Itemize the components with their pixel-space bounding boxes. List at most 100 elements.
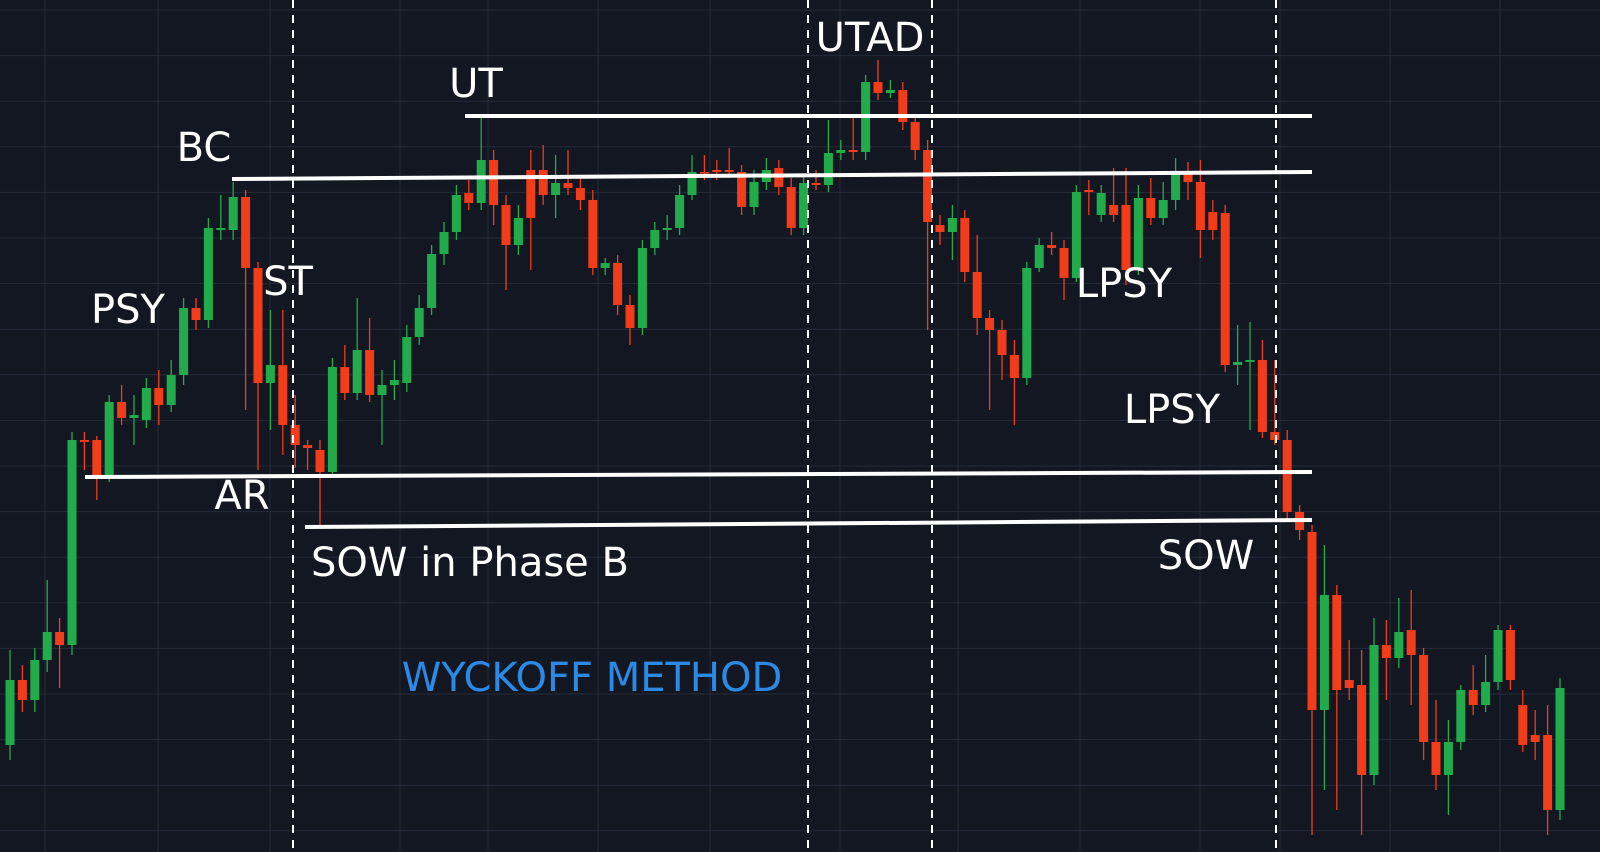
candle-body: [1121, 205, 1131, 270]
candle-body: [1034, 245, 1044, 268]
candle-body: [1047, 245, 1057, 248]
candle-body: [154, 388, 164, 405]
candle-body: [923, 150, 933, 222]
annotation: ST: [263, 259, 313, 305]
annotation: UT: [449, 61, 503, 107]
candle-body: [699, 172, 709, 174]
candle-body: [1195, 182, 1205, 230]
candle-body: [1381, 645, 1391, 658]
candle-body: [1505, 630, 1515, 680]
candle-body: [1468, 690, 1478, 705]
candle-body: [613, 263, 623, 305]
candle-body: [278, 365, 288, 425]
candle-body: [662, 228, 672, 230]
candle-body: [1456, 690, 1466, 742]
annotation: SOW: [1158, 533, 1254, 579]
candle-body: [489, 160, 499, 205]
candle-body: [365, 350, 375, 395]
level-line: [304, 518, 1313, 529]
candle-body: [67, 440, 77, 645]
candle-body: [960, 218, 970, 272]
candle-body: [451, 195, 461, 232]
annotation: PSY: [91, 287, 166, 333]
candle-body: [811, 183, 821, 185]
candle-body: [55, 632, 65, 645]
candle-body: [402, 337, 412, 383]
candle-body: [848, 150, 858, 152]
candle-body: [650, 230, 660, 248]
candle-body: [17, 680, 27, 700]
chart-title: WYCKOFF METHOD: [402, 655, 783, 701]
candle-body: [1022, 268, 1032, 378]
candle-body: [1270, 432, 1280, 440]
candle-body: [303, 445, 313, 448]
candle-body: [538, 170, 548, 195]
level-line: [84, 470, 1313, 479]
candle-body: [997, 330, 1007, 355]
candle-body: [79, 440, 89, 442]
candle-body: [1282, 440, 1292, 512]
candle-body: [551, 183, 561, 195]
candle-body: [985, 318, 995, 330]
candle-body: [1443, 742, 1453, 775]
candle-body: [774, 168, 784, 187]
candle-body: [1481, 682, 1491, 705]
annotation: LPSY: [1124, 387, 1221, 433]
candle-body: [476, 160, 486, 203]
candle-body: [389, 380, 399, 385]
candle-body: [1096, 193, 1106, 215]
annotation: UTAD: [816, 15, 925, 61]
candle-body: [1518, 705, 1528, 745]
candle-body: [1332, 595, 1342, 690]
candle-body: [1307, 532, 1317, 710]
candle-body: [637, 248, 647, 328]
candle-body: [1158, 200, 1168, 218]
candle-body: [203, 228, 213, 320]
candle-body: [526, 170, 536, 218]
candle-body: [724, 170, 734, 172]
candle-body: [1543, 735, 1553, 810]
candle-body: [786, 187, 796, 228]
level-line: [231, 170, 1313, 181]
candle-body: [414, 308, 424, 337]
annotation: SOW in Phase B: [311, 540, 629, 586]
candle-body: [947, 218, 957, 232]
candle-body: [1084, 190, 1094, 192]
candle-body: [265, 365, 275, 383]
candle-body: [1183, 172, 1193, 182]
levels: [84, 0, 1313, 852]
candle-body: [675, 195, 685, 228]
candle-body: [1406, 630, 1416, 655]
candle-body: [836, 150, 846, 153]
candle-body: [885, 90, 895, 93]
candle-body: [1493, 630, 1503, 682]
candle-body: [216, 228, 226, 230]
candle-body: [625, 305, 635, 328]
candle-body: [1059, 248, 1069, 278]
candle-body: [1133, 198, 1143, 270]
labels: UTAD UT BC PSY ST AR SOW in Phase B LPSY LPSY SOW: [91, 15, 1254, 586]
annotation: BC: [177, 125, 232, 171]
candle-body: [191, 308, 201, 320]
annotation: LPSY: [1076, 261, 1173, 307]
candle-body: [253, 268, 263, 383]
candle-body: [92, 440, 102, 475]
candle-body: [1233, 362, 1243, 365]
candle-body: [117, 402, 127, 418]
candle-body: [129, 415, 139, 418]
candle-body: [290, 425, 300, 445]
candle-body: [1431, 742, 1441, 775]
candle-body: [42, 632, 52, 660]
candle-body: [513, 218, 523, 245]
candle-body: [1009, 355, 1019, 378]
candle-body: [179, 308, 189, 375]
annotation: AR: [214, 473, 269, 519]
candle-body: [799, 183, 809, 228]
candle-body: [5, 680, 15, 745]
candle-body: [340, 367, 350, 393]
candle-body: [600, 263, 610, 268]
candle-body: [501, 205, 511, 245]
